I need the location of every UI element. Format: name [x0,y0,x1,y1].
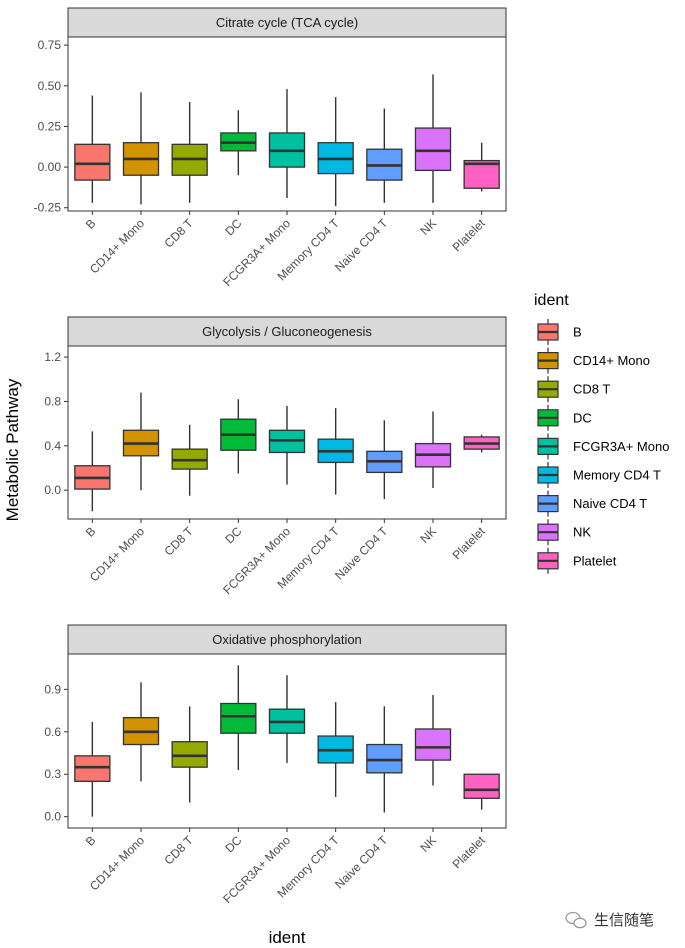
legend-label: FCGR3A+ Mono [573,439,669,454]
panel-2-ytick-label: 0.4 [44,439,61,453]
legend-label: Platelet [573,553,617,568]
facet-panels: Citrate cycle (TCA cycle) -0.25 0.00 0.25 0.… [34,8,506,906]
panel-3-ytick-label: 0.3 [44,767,61,781]
panel-1-ytick-label: 0.25 [38,119,62,133]
legend-label: CD8 T [573,382,610,397]
box-iqr [464,774,499,798]
panel-3-ytick-label: 0.6 [44,725,61,739]
y-axis-title: Metabolic Pathway [3,378,22,521]
panel-2-title: Glycolysis / Gluconeogenesis [202,324,372,339]
box-iqr [415,729,450,760]
legend-label: Memory CD4 T [573,468,661,483]
legend-label: Naive CD4 T [573,496,647,511]
panel-3-title: Oxidative phosphorylation [212,632,362,647]
panel-2-ytick-label: 0.0 [44,483,61,497]
legend-label: DC [573,410,592,425]
box-iqr [75,756,110,781]
panel-1-title: Citrate cycle (TCA cycle) [216,15,358,30]
legend-label: CD14+ Mono [573,353,650,368]
panel-2-ytick-label: 0.8 [44,394,61,408]
figure: Citrate cycle (TCA cycle) -0.25 0.00 0.25 0.… [0,0,685,948]
box-iqr [415,128,450,170]
box-iqr [367,745,402,773]
box-iqr [221,704,256,734]
box-iqr [75,144,110,180]
panel-2-ytick-label: 1.2 [44,350,61,364]
panel-1-ytick-label: -0.25 [34,201,62,215]
panel-3-ytick-label: 0.9 [44,682,61,696]
box-iqr [172,742,207,767]
panel-1-ytick-label: 0.00 [38,160,62,174]
watermark-text: 生信随笔 [594,911,654,929]
legend-label: NK [573,525,591,540]
legend-title: ident [534,292,569,309]
legend-label: B [573,325,582,340]
panel-1-ytick-label: 0.75 [38,38,62,52]
x-axis-title: ident [269,928,306,947]
panel-3-ytick-label: 0.0 [44,810,61,824]
panel-1-ytick-label: 0.50 [38,79,62,93]
